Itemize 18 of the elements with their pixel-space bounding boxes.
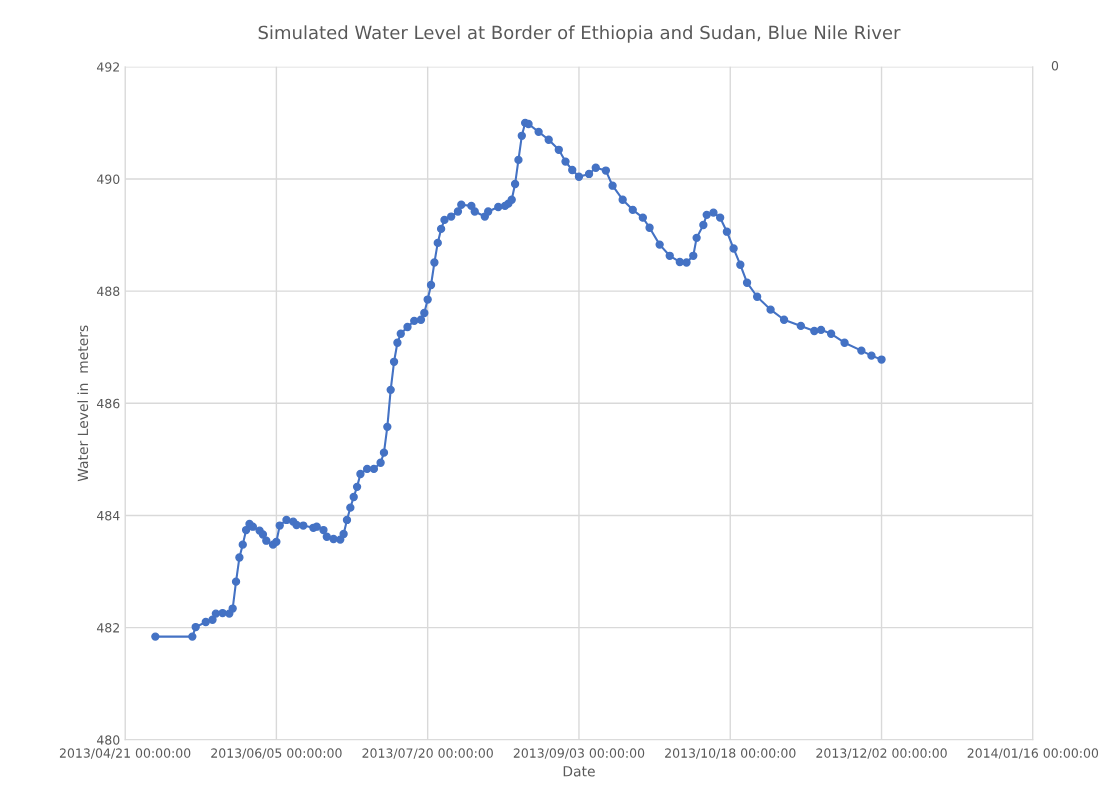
x-tick-label: 2013/12/02 00:00:00 — [816, 748, 947, 759]
x-tick-label: 2013/09/03 00:00:00 — [513, 748, 645, 759]
x-tick-label: 2014/01/16 00:00:00 — [967, 748, 1099, 759]
text: 0 — [1051, 60, 1059, 71]
x-tick-label: 2013/06/05 00:00:00 — [211, 748, 342, 759]
y-tick-label: 492 — [96, 62, 119, 72]
x-tick-label: 2013/07/20 00:00:00 — [362, 748, 493, 759]
y-axis-title: Water Level in meters — [77, 325, 89, 482]
y-tick-label: 490 — [96, 174, 120, 184]
y-tick-label: 484 — [96, 510, 120, 521]
y-tick-label: 480 — [96, 735, 120, 745]
y-tick-label: 486 — [96, 398, 120, 409]
chart-title: Simulated Water Level at Border of Ethiopia and Sudan, Blue Nile River — [258, 25, 901, 43]
y-tick-label: 488 — [96, 286, 120, 297]
y-tick-label: 482 — [96, 623, 119, 633]
x-tick-label: 2013/10/18 00:00:00 — [665, 748, 796, 759]
x-tick-label: 2013/04/21 00:00:00 — [59, 748, 191, 759]
x-axis-title: Date — [563, 766, 595, 777]
